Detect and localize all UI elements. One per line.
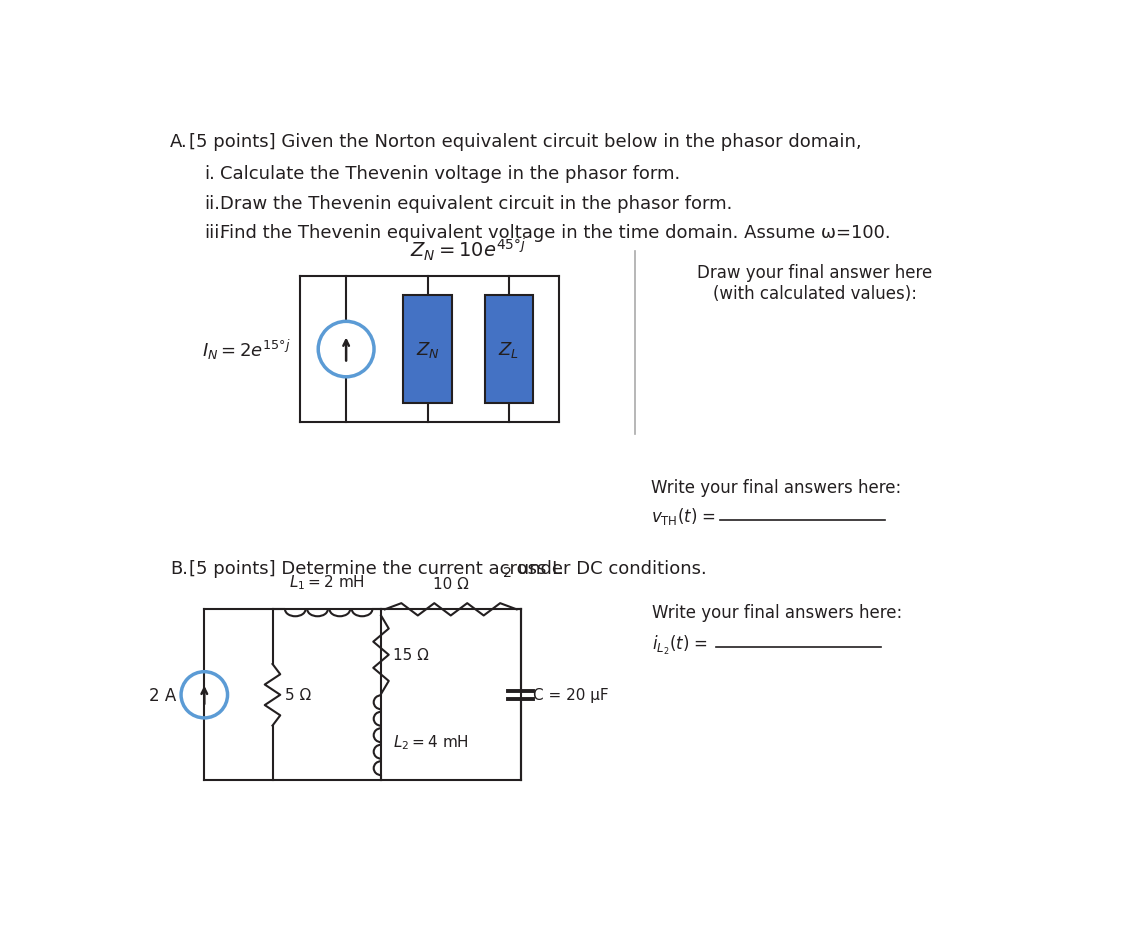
Text: Find the Thevenin equivalent voltage in the time domain. Assume ω=100.: Find the Thevenin equivalent voltage in … xyxy=(220,223,891,242)
Text: Draw the Thevenin equivalent circuit in the phasor form.: Draw the Thevenin equivalent circuit in … xyxy=(220,195,732,212)
Text: $L_2 = 4$ mH: $L_2 = 4$ mH xyxy=(393,732,470,751)
Text: $L_1 = 2$ mH: $L_1 = 2$ mH xyxy=(289,573,365,591)
Bar xyxy=(485,296,533,403)
Text: Draw your final answer here
(with calculated values):: Draw your final answer here (with calcul… xyxy=(697,263,932,302)
Text: [5 points] Given the Norton equivalent circuit below in the phasor domain,: [5 points] Given the Norton equivalent c… xyxy=(189,133,861,151)
Text: A.: A. xyxy=(170,133,188,151)
Text: C = 20 μF: C = 20 μF xyxy=(533,688,608,703)
Text: ii.: ii. xyxy=(204,195,221,212)
Text: $Z_N = 10e^{45°j}$: $Z_N = 10e^{45°j}$ xyxy=(410,236,526,262)
Text: iii.: iii. xyxy=(204,223,225,242)
Text: 10 Ω: 10 Ω xyxy=(432,577,468,591)
Text: 15 Ω: 15 Ω xyxy=(393,648,429,663)
Bar xyxy=(403,296,452,403)
Text: $I_N = 2e^{15°j}$: $I_N = 2e^{15°j}$ xyxy=(202,337,291,362)
Text: 2: 2 xyxy=(503,565,512,579)
Text: Write your final answers here:: Write your final answers here: xyxy=(651,479,901,497)
Text: $Z_N$: $Z_N$ xyxy=(415,339,439,360)
Text: $i_{L_2}(t)$ =: $i_{L_2}(t)$ = xyxy=(652,633,711,655)
Text: B.: B. xyxy=(170,559,188,577)
Text: i.: i. xyxy=(204,165,215,183)
Text: Write your final answers here:: Write your final answers here: xyxy=(652,603,903,621)
Text: $Z_L$: $Z_L$ xyxy=(499,339,519,360)
Text: 5 Ω: 5 Ω xyxy=(285,688,311,703)
Text: $v_{\mathregular{TH}}(t)$ =: $v_{\mathregular{TH}}(t)$ = xyxy=(651,505,717,526)
Text: 2 A: 2 A xyxy=(149,686,177,704)
Text: under DC conditions.: under DC conditions. xyxy=(512,559,707,577)
Text: [5 points] Determine the current across L: [5 points] Determine the current across … xyxy=(189,559,562,577)
Text: Calculate the Thevenin voltage in the phasor form.: Calculate the Thevenin voltage in the ph… xyxy=(220,165,680,183)
